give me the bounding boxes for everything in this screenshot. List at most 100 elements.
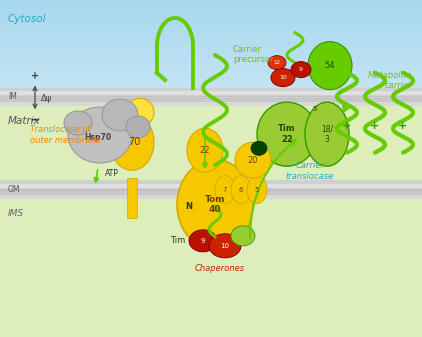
- Text: 54: 54: [325, 61, 335, 70]
- Bar: [0, 104, 422, 108]
- Bar: [0, 13, 422, 18]
- Bar: [0, 0, 422, 4]
- Ellipse shape: [110, 114, 154, 170]
- Text: Tim
22: Tim 22: [278, 124, 296, 144]
- Bar: [0, 149, 422, 153]
- Ellipse shape: [102, 99, 138, 131]
- Bar: [0, 131, 422, 135]
- Bar: [0, 23, 422, 27]
- Bar: [0, 144, 422, 149]
- Bar: [0, 122, 422, 126]
- Text: Tom
40: Tom 40: [205, 195, 225, 214]
- Text: Hsp70: Hsp70: [84, 132, 111, 142]
- Bar: [0, 95, 422, 99]
- Text: +: +: [31, 71, 39, 81]
- Text: N: N: [185, 202, 192, 211]
- Bar: [0, 108, 422, 113]
- Bar: [0, 167, 422, 171]
- Bar: [0, 99, 422, 102]
- Text: Carrier
precursor: Carrier precursor: [233, 45, 273, 64]
- Ellipse shape: [68, 107, 132, 163]
- Bar: [0, 171, 422, 176]
- Text: 5: 5: [255, 187, 259, 192]
- Bar: [0, 176, 422, 180]
- Ellipse shape: [215, 176, 235, 204]
- Bar: [0, 135, 422, 140]
- Bar: [0, 88, 422, 199]
- Ellipse shape: [231, 176, 251, 204]
- Text: 22: 22: [200, 146, 210, 155]
- Bar: [0, 50, 422, 54]
- Ellipse shape: [189, 230, 217, 252]
- Ellipse shape: [247, 176, 267, 204]
- Text: Cytosol: Cytosol: [8, 14, 46, 24]
- Text: Tim: Tim: [170, 236, 185, 245]
- Bar: [0, 36, 422, 40]
- Text: 10: 10: [221, 243, 230, 249]
- Ellipse shape: [257, 102, 317, 166]
- Bar: [0, 95, 422, 99]
- Text: 6: 6: [239, 187, 243, 192]
- Ellipse shape: [271, 69, 295, 87]
- Bar: [0, 126, 422, 131]
- Ellipse shape: [251, 141, 267, 155]
- Ellipse shape: [209, 234, 241, 258]
- Text: +: +: [342, 121, 352, 131]
- Text: 18/
3: 18/ 3: [321, 124, 333, 144]
- Bar: [0, 102, 422, 106]
- Bar: [0, 18, 422, 23]
- Text: Carrier
translocase: Carrier translocase: [286, 161, 334, 181]
- Text: Translocase of
outer membrane: Translocase of outer membrane: [30, 125, 100, 145]
- Bar: [0, 113, 422, 117]
- Ellipse shape: [177, 159, 253, 250]
- Bar: [0, 188, 422, 191]
- Text: 9: 9: [299, 67, 303, 72]
- Bar: [0, 4, 422, 9]
- Bar: [0, 99, 422, 104]
- Bar: [0, 88, 422, 91]
- Text: 9: 9: [201, 238, 205, 244]
- Text: −: −: [30, 114, 40, 127]
- Bar: [0, 195, 422, 199]
- Text: 7: 7: [223, 187, 227, 192]
- Text: Δψ: Δψ: [41, 94, 52, 103]
- Text: IM: IM: [8, 92, 17, 101]
- Text: 5: 5: [313, 106, 317, 112]
- Bar: [0, 140, 422, 144]
- Bar: [0, 81, 422, 86]
- Text: 20: 20: [248, 156, 258, 165]
- Ellipse shape: [308, 42, 352, 90]
- Bar: [0, 72, 422, 76]
- Text: +: +: [371, 121, 380, 131]
- Bar: [0, 86, 422, 90]
- Text: OM: OM: [8, 185, 21, 194]
- Bar: [127, 178, 137, 218]
- Bar: [0, 59, 422, 63]
- Bar: [0, 27, 422, 32]
- Bar: [0, 32, 422, 36]
- Text: Chaperones: Chaperones: [195, 264, 245, 273]
- Bar: [0, 40, 422, 45]
- Bar: [0, 54, 422, 59]
- Bar: [0, 180, 422, 184]
- Bar: [0, 191, 422, 195]
- Ellipse shape: [64, 111, 92, 135]
- Ellipse shape: [126, 116, 150, 138]
- Text: Metabolite
carrier: Metabolite carrier: [368, 71, 412, 90]
- Text: 10: 10: [279, 75, 287, 80]
- Ellipse shape: [305, 102, 349, 166]
- Bar: [0, 158, 422, 162]
- Bar: [0, 153, 422, 158]
- Bar: [0, 90, 422, 95]
- Text: 70: 70: [128, 137, 140, 147]
- Ellipse shape: [268, 56, 286, 70]
- Text: +: +: [398, 121, 408, 131]
- Ellipse shape: [291, 62, 311, 78]
- Bar: [0, 184, 422, 188]
- Text: Matrix: Matrix: [8, 116, 41, 126]
- Ellipse shape: [126, 98, 154, 126]
- Text: IMS: IMS: [8, 209, 24, 218]
- Bar: [0, 117, 422, 122]
- Ellipse shape: [187, 128, 223, 172]
- Text: 12: 12: [273, 60, 281, 65]
